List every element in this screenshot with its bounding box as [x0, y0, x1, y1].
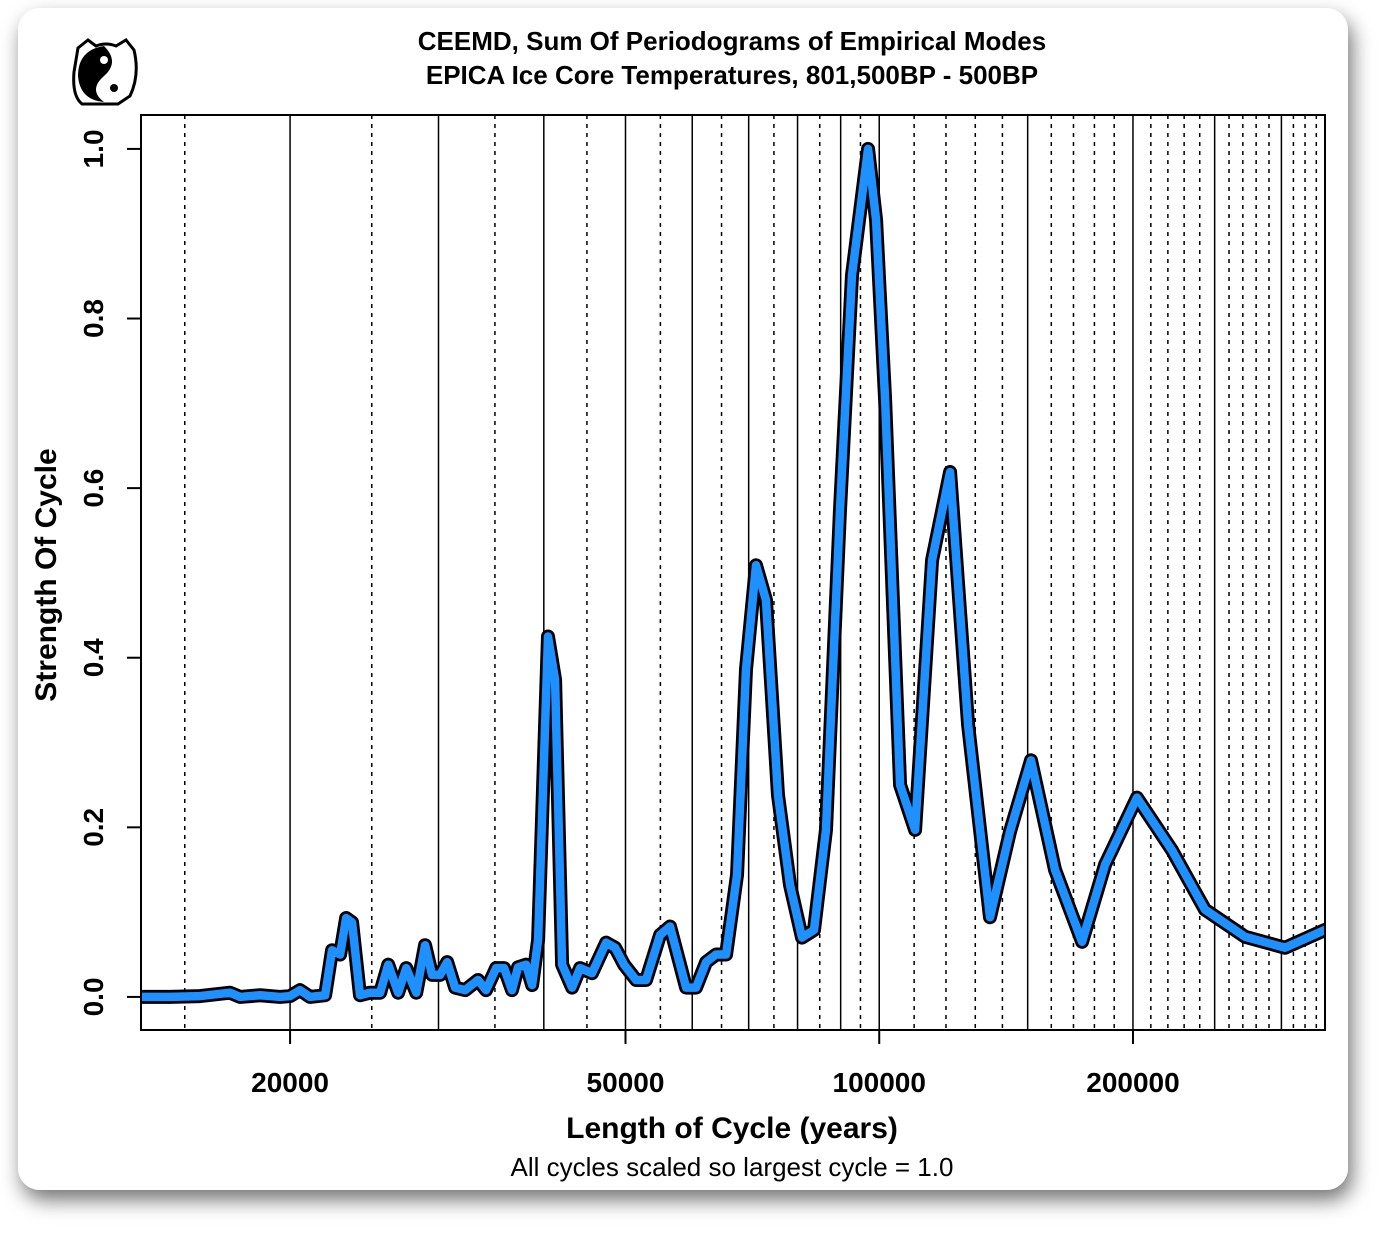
axes: 20000 50000 100000 200000 0.0 0.2 0.4 0.6 0.8 1.0 — [78, 129, 1180, 1098]
x-axis-label: Length of Cycle (years) — [566, 1112, 898, 1145]
x-tick-label: 100000 — [833, 1067, 926, 1098]
y-tick-label: 0.0 — [78, 977, 109, 1016]
y-tick-label: 0.4 — [78, 638, 109, 677]
logo — [72, 38, 138, 106]
x-tick-label: 20000 — [251, 1067, 329, 1098]
y-tick-label: 0.6 — [78, 469, 109, 508]
card — [18, 8, 1348, 1190]
chart-title: CEEMD, Sum Of Periodograms of Empirical … — [418, 26, 1046, 56]
caption: All cycles scaled so largest cycle = 1.0 — [511, 1152, 954, 1182]
plot-frame — [140, 114, 1326, 1031]
plot-area — [141, 141, 1325, 1004]
x-tick-label: 200000 — [1086, 1067, 1179, 1098]
x-tick-label: 50000 — [587, 1067, 665, 1098]
series-line — [141, 144, 1325, 1002]
y-tick-label: 1.0 — [78, 129, 109, 168]
y-tick-label: 0.8 — [78, 299, 109, 338]
y-tick-label: 0.2 — [78, 808, 109, 847]
y-axis-label: Strength Of Cycle — [30, 448, 63, 701]
chart-subtitle: EPICA Ice Core Temperatures, 801,500BP -… — [426, 60, 1038, 90]
